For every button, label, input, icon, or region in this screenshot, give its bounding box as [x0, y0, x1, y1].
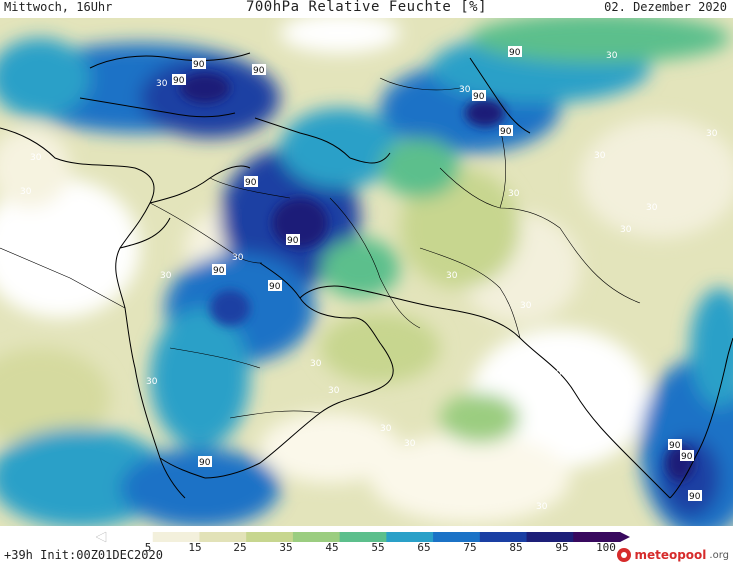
logo-text: meteopool — [634, 548, 707, 562]
svg-text:90: 90 — [689, 492, 701, 502]
colorbar-tick: 45 — [325, 541, 339, 554]
header-bar: Mittwoch, 16Uhr 700hPa Relative Feuchte … — [0, 0, 733, 18]
map-canvas: 30 30 30 30 30 30 30 30 30 30 30 30 30 3… — [0, 18, 733, 526]
logo-icon — [617, 548, 632, 562]
contour-label-90: 90 — [286, 234, 300, 246]
contour-label-90: 90 — [688, 490, 702, 502]
contour-label: 30 — [520, 301, 532, 311]
colorbar-arrow-left — [95, 531, 107, 543]
contour-label: 30 — [310, 359, 322, 369]
colorbar-arrow-right — [620, 532, 630, 542]
contour-label-90: 90 — [680, 450, 694, 462]
contour-label-90: 90 — [198, 456, 212, 468]
contour-label-90: 90 — [508, 46, 522, 58]
colorbar-ticks: 5 15 25 35 45 55 65 75 85 95 100 — [96, 541, 630, 555]
contour-label: 30 — [459, 85, 471, 95]
colorbar-segment — [292, 532, 341, 542]
colorbar-tick: 75 — [463, 541, 477, 554]
contour-label: 30 — [606, 51, 618, 61]
colorbar-tick: 100 — [596, 541, 616, 554]
contour-label-90: 90 — [244, 176, 258, 188]
colorbar-segment — [433, 532, 481, 542]
svg-text:90: 90 — [509, 48, 521, 58]
humidity-field — [0, 18, 733, 526]
colorbar-segment — [386, 532, 434, 542]
svg-text:90: 90 — [199, 458, 211, 468]
svg-text:90: 90 — [287, 236, 299, 246]
colorbar-tick: 95 — [555, 541, 569, 554]
colorbar-tick: 55 — [371, 541, 385, 554]
colorbar-segment — [339, 532, 387, 542]
humidity-map: 30 30 30 30 30 30 30 30 30 30 30 30 30 3… — [0, 18, 733, 526]
contour-label-90: 90 — [472, 90, 486, 102]
contour-label-90: 90 — [172, 74, 186, 86]
colorbar-segment — [479, 532, 528, 542]
colorbar-tick: 25 — [233, 541, 247, 554]
colorbar-tick: 65 — [417, 541, 431, 554]
contour-label: 30 — [30, 153, 42, 163]
contour-label-90: 90 — [499, 125, 513, 137]
contour-label: 30 — [706, 129, 718, 139]
contour-label: 30 — [160, 271, 172, 281]
colorbar-segment — [199, 532, 247, 542]
svg-text:90: 90 — [500, 127, 512, 137]
contour-label: 30 — [620, 225, 632, 235]
colorbar-segment — [152, 532, 200, 542]
svg-text:90: 90 — [213, 266, 225, 276]
contour-label: 30 — [156, 79, 168, 89]
contour-label-90: 90 — [212, 264, 226, 276]
contour-label-90: 90 — [252, 64, 266, 76]
colorbar-segment — [526, 532, 574, 542]
svg-text:90: 90 — [669, 441, 681, 451]
colorbar-tick: 85 — [509, 541, 523, 554]
meteopool-logo[interactable]: meteopool .org — [617, 546, 729, 564]
contour-label: 30 — [536, 502, 548, 512]
contour-label: 30 — [232, 253, 244, 263]
svg-text:90: 90 — [253, 66, 265, 76]
svg-text:90: 90 — [245, 178, 257, 188]
valid-day-label: Mittwoch, 16Uhr — [4, 0, 113, 14]
svg-text:90: 90 — [473, 92, 485, 102]
contour-label: 30 — [646, 203, 658, 213]
contour-labels: 30 30 30 30 30 30 30 30 30 30 30 30 30 3… — [20, 46, 718, 512]
contour-label: 30 — [146, 377, 158, 387]
valid-date-label: 02. Dezember 2020 — [604, 0, 727, 14]
contour-label: 30 — [328, 386, 340, 396]
contour-label: 30 — [446, 271, 458, 281]
colorbar-segment — [246, 532, 294, 542]
colorbar-tick: 15 — [188, 541, 202, 554]
colorbar-segment — [106, 532, 154, 542]
svg-text:90: 90 — [193, 60, 205, 70]
run-info: +39h Init:00Z01DEC2020 — [4, 548, 163, 562]
svg-text:90: 90 — [173, 76, 185, 86]
svg-text:90: 90 — [269, 282, 281, 292]
colorbar-tick: 5 — [144, 541, 152, 554]
contour-label-90: 90 — [192, 58, 206, 70]
contour-label: 30 — [380, 424, 392, 434]
colorbar-tick: 35 — [279, 541, 293, 554]
map-title: 700hPa Relative Feuchte [%] — [245, 0, 488, 15]
colorbar-segment — [573, 532, 621, 542]
contour-label-90: 90 — [668, 439, 682, 451]
contour-label: 30 — [550, 369, 562, 379]
logo-tld: .org — [709, 549, 729, 561]
contour-label: 30 — [404, 439, 416, 449]
contour-label: 30 — [594, 151, 606, 161]
contour-label: 30 — [508, 189, 520, 199]
colorbar: 5 15 25 35 45 55 65 75 85 95 100 — [95, 528, 630, 558]
contour-label: 30 — [20, 187, 32, 197]
colorbar-strip — [95, 531, 630, 543]
svg-text:90: 90 — [681, 452, 693, 462]
contour-label-90: 90 — [268, 280, 282, 292]
